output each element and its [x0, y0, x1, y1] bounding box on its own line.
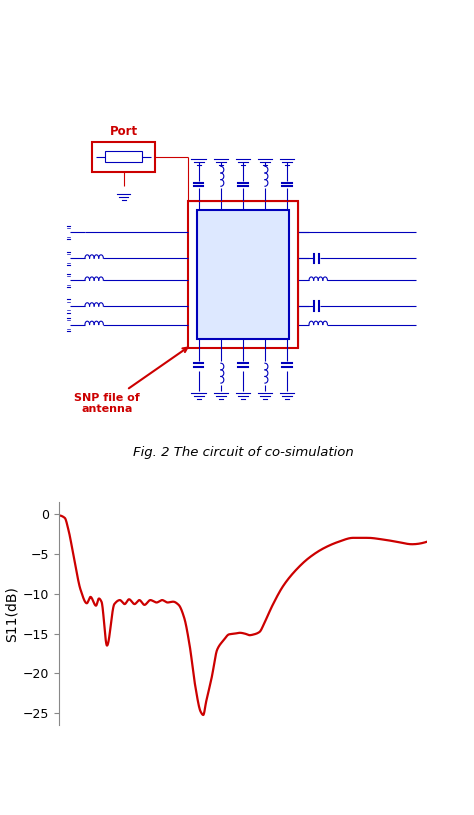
Bar — [197, 210, 289, 339]
Text: SNP file of
antenna: SNP file of antenna — [74, 348, 187, 414]
Y-axis label: S11(dB): S11(dB) — [5, 586, 19, 641]
Bar — [105, 152, 142, 162]
Bar — [188, 201, 298, 349]
Bar — [92, 142, 155, 171]
Text: Port: Port — [109, 126, 137, 139]
Text: Fig. 2 The circuit of co-simulation: Fig. 2 The circuit of co-simulation — [133, 446, 353, 459]
